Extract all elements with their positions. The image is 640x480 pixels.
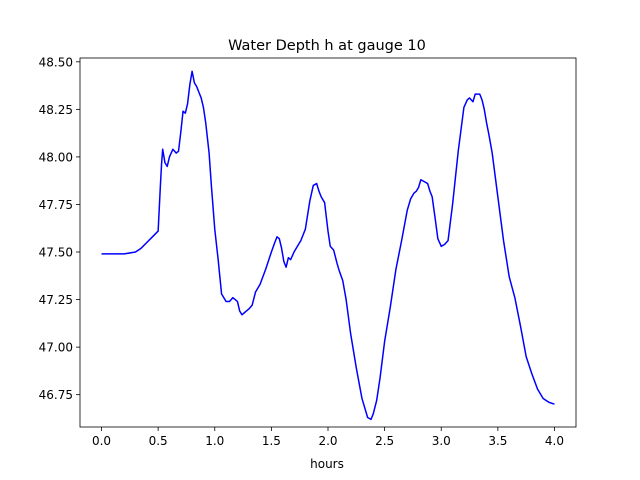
y-tick-label: 47.00: [39, 341, 73, 355]
x-tick-label: 2.0: [318, 434, 337, 448]
x-tick-label: 2.5: [375, 434, 394, 448]
x-tick-label: 0.5: [149, 434, 168, 448]
x-tick-label: 4.0: [545, 434, 564, 448]
y-axis: 46.75 47.00 47.25 47.50 47.75 48.00 48.25 48.50: [39, 55, 80, 402]
y-tick-label: 48.50: [39, 55, 73, 69]
y-tick-label: 47.50: [39, 246, 73, 260]
x-tick-label: 3.5: [488, 434, 507, 448]
x-tick-label: 1.0: [205, 434, 224, 448]
y-tick-label: 47.25: [39, 293, 73, 307]
y-tick-label: 48.00: [39, 150, 73, 164]
x-tick-label: 1.5: [262, 434, 281, 448]
y-tick-label: 48.25: [39, 103, 73, 117]
chart-title: Water Depth h at gauge 10: [228, 38, 426, 54]
x-axis: 0.0 0.5 1.0 1.5 2.0 2.5 3.0 3.5 4.0: [92, 427, 564, 448]
y-tick-label: 46.75: [39, 388, 73, 402]
y-tick-label: 47.75: [39, 198, 73, 212]
series-line-0: [101, 70, 555, 421]
x-axis-label: hours: [310, 457, 344, 471]
x-tick-label: 0.0: [92, 434, 111, 448]
x-tick-label: 3.0: [432, 434, 451, 448]
